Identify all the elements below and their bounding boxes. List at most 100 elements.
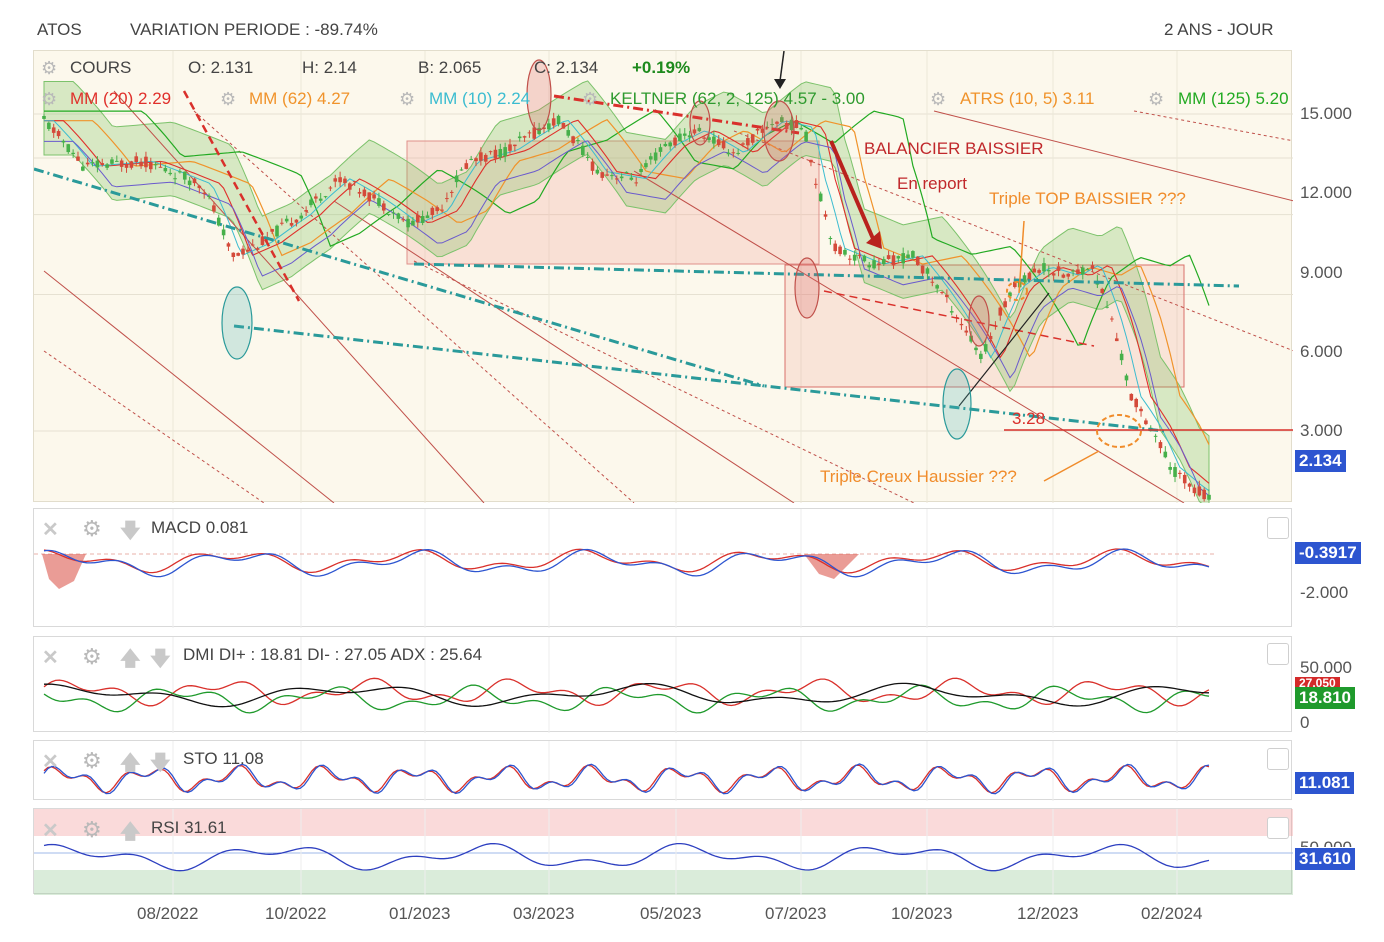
candle-body	[513, 144, 517, 147]
candle-body	[289, 222, 294, 226]
candle-body	[362, 189, 367, 197]
arrow-up-icon[interactable]: 🡅	[120, 648, 141, 670]
candle-body	[755, 128, 760, 131]
candle-body	[338, 177, 342, 183]
arrow-down-icon[interactable]: 🡇	[150, 648, 171, 670]
gear-icon[interactable]: ⚙	[82, 748, 102, 773]
candle-body	[1207, 494, 1211, 500]
gear-icon[interactable]: ⚙	[41, 58, 58, 78]
candle-body	[1008, 292, 1012, 297]
pattern-ellipse	[794, 257, 820, 319]
ticker-label: ATOS	[37, 20, 82, 39]
arrow-up-icon[interactable]: 🡅	[120, 821, 141, 843]
candle-body	[430, 207, 435, 216]
panel-checkbox[interactable]	[1267, 643, 1289, 665]
candle-body	[1187, 483, 1192, 487]
close-icon[interactable]: ✕	[42, 820, 59, 842]
candle-body	[915, 256, 920, 265]
indicator-mm20[interactable]: MM (20) 2.29	[70, 89, 171, 109]
indicator-label: MM (62)	[249, 89, 313, 108]
di-plus-line	[43, 684, 1210, 714]
trend-line	[43, 350, 265, 503]
gear-icon[interactable]: ⚙	[82, 516, 102, 541]
gear-icon[interactable]: ⚙	[930, 89, 947, 109]
gear-icon[interactable]: ⚙	[399, 89, 416, 109]
candle-body	[110, 159, 114, 164]
price-chart-panel[interactable]	[33, 50, 1293, 503]
candle-body	[726, 152, 731, 155]
candle-body	[1168, 466, 1172, 470]
change-value: +0.19%	[632, 58, 691, 77]
candle-body	[1100, 288, 1105, 294]
candle-body	[741, 143, 745, 145]
candle-body	[527, 132, 532, 134]
gear-icon[interactable]: ⚙	[82, 817, 102, 842]
gear-icon[interactable]: ⚙	[582, 89, 599, 109]
candle-body	[134, 156, 139, 163]
candle-body	[605, 174, 609, 176]
indicator-mm10[interactable]: MM (10) 2.24	[429, 89, 530, 109]
rsi-panel[interactable]	[33, 808, 1293, 895]
candle-body	[886, 255, 891, 259]
indicator-keltner[interactable]: KELTNER (62, 2, 125) 4.57 - 3.00	[610, 89, 865, 109]
gear-icon[interactable]: ⚙	[1148, 89, 1165, 109]
candle-body	[231, 252, 236, 257]
candle-body	[440, 209, 444, 211]
close-icon[interactable]: ✕	[42, 519, 59, 541]
candle-body	[969, 335, 973, 342]
close-icon[interactable]: ✕	[42, 647, 59, 669]
candle-body	[76, 156, 80, 161]
candle-body	[581, 145, 585, 156]
candle-body	[716, 139, 721, 146]
candle-body	[852, 254, 857, 261]
candle-body	[556, 115, 561, 125]
panel-checkbox[interactable]	[1267, 517, 1289, 539]
gear-icon[interactable]: ⚙	[220, 89, 237, 109]
candle-body	[357, 191, 362, 194]
period-selector[interactable]: 2 ANS - JOUR	[1164, 20, 1274, 39]
resistance-line	[553, 94, 800, 135]
candle-body	[71, 152, 75, 154]
candle-body	[391, 212, 396, 214]
arrow-down-icon[interactable]: 🡇	[120, 520, 141, 542]
sto-panel[interactable]	[33, 740, 1292, 801]
candle-body	[124, 164, 129, 168]
candle-body	[712, 136, 716, 144]
candle-body	[668, 142, 672, 147]
panel-checkbox[interactable]	[1267, 748, 1289, 770]
candle-body	[532, 127, 537, 139]
candle-body	[901, 253, 905, 264]
macd-panel[interactable]	[33, 508, 1292, 628]
candle-body	[687, 135, 692, 138]
indicator-mm125[interactable]: MM (125) 5.20	[1178, 89, 1289, 109]
indicator-atrs[interactable]: ATRS (10, 5) 3.11	[960, 89, 1095, 109]
candle-body	[911, 251, 915, 258]
close-icon[interactable]: ✕	[42, 751, 59, 773]
candle-body	[192, 178, 197, 184]
indicator-value: 4.57 - 3.00	[783, 89, 865, 108]
arrow-down-icon[interactable]: 🡇	[150, 752, 171, 774]
candle-body	[304, 210, 308, 212]
y-tick: 12.000	[1300, 183, 1352, 202]
candle-body	[425, 215, 430, 219]
candle-body	[1022, 275, 1027, 283]
candle-body	[90, 162, 95, 164]
dmi-panel[interactable]	[33, 636, 1292, 733]
candle-body	[983, 344, 988, 352]
candle-body	[333, 178, 338, 182]
candle-body	[105, 164, 109, 168]
candle-body	[872, 260, 876, 269]
gear-icon[interactable]: ⚙	[41, 89, 58, 109]
candle-body	[571, 136, 575, 144]
candle-body	[780, 117, 784, 123]
candle-body	[619, 176, 624, 179]
panel-checkbox[interactable]	[1267, 817, 1289, 839]
trend-line	[733, 130, 1293, 352]
y-tick: -2.000	[1300, 583, 1349, 602]
indicator-mm62[interactable]: MM (62) 4.27	[249, 89, 350, 109]
arrow-up-icon[interactable]: 🡅	[120, 752, 141, 774]
candle-body	[746, 138, 750, 146]
x-tick: 07/2023	[765, 904, 827, 923]
candle-body	[920, 265, 925, 274]
gear-icon[interactable]: ⚙	[82, 644, 102, 669]
